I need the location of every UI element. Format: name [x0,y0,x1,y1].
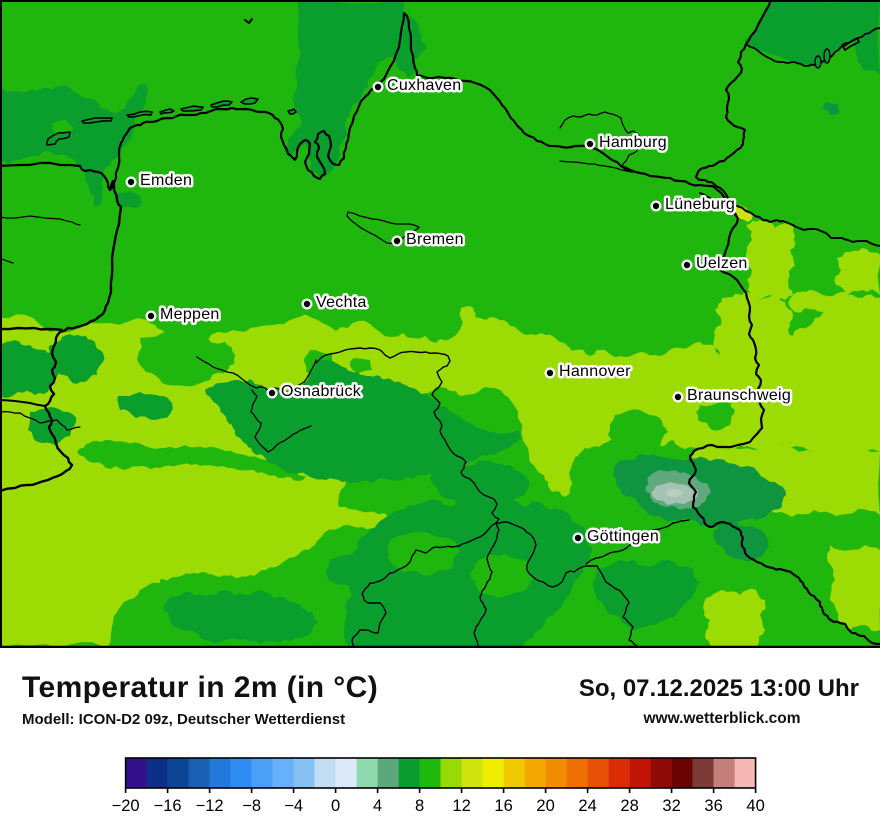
svg-text:0: 0 [331,797,340,815]
svg-text:28: 28 [620,797,638,815]
svg-text:Hamburg: Hamburg [599,134,667,151]
svg-text:8: 8 [415,797,424,815]
svg-text:www.wetterblick.com: www.wetterblick.com [642,710,800,727]
svg-text:Modell: ICON-D2 09z, Deutscher: Modell: ICON-D2 09z, Deutscher Wetterdie… [22,711,345,728]
svg-text:Hannover: Hannover [559,363,631,380]
svg-text:4: 4 [373,797,382,815]
svg-text:Uelzen: Uelzen [696,255,748,272]
svg-text:Göttingen: Göttingen [587,528,659,545]
svg-text:24: 24 [578,797,596,815]
svg-text:Vechta: Vechta [316,294,367,311]
svg-text:−16: −16 [154,797,182,815]
svg-text:−12: −12 [196,797,224,815]
svg-text:−20: −20 [112,797,140,815]
svg-text:Emden: Emden [140,172,192,189]
svg-text:36: 36 [704,797,722,815]
svg-text:Temperatur in 2m (in °C): Temperatur in 2m (in °C) [22,671,378,704]
svg-text:20: 20 [536,797,554,815]
svg-text:12: 12 [452,797,470,815]
svg-text:32: 32 [662,797,680,815]
svg-text:Cuxhaven: Cuxhaven [387,77,461,94]
svg-text:Braunschweig: Braunschweig [687,387,791,404]
svg-text:40: 40 [746,797,764,815]
svg-text:Meppen: Meppen [160,306,220,323]
svg-text:Lüneburg: Lüneburg [665,196,735,213]
svg-text:So, 07.12.2025 13:00 Uhr: So, 07.12.2025 13:00 Uhr [579,675,859,702]
svg-text:Bremen: Bremen [406,231,464,248]
svg-text:−4: −4 [284,797,303,815]
svg-text:−8: −8 [242,797,261,815]
svg-text:Osnabrück: Osnabrück [281,383,362,400]
svg-text:16: 16 [494,797,512,815]
